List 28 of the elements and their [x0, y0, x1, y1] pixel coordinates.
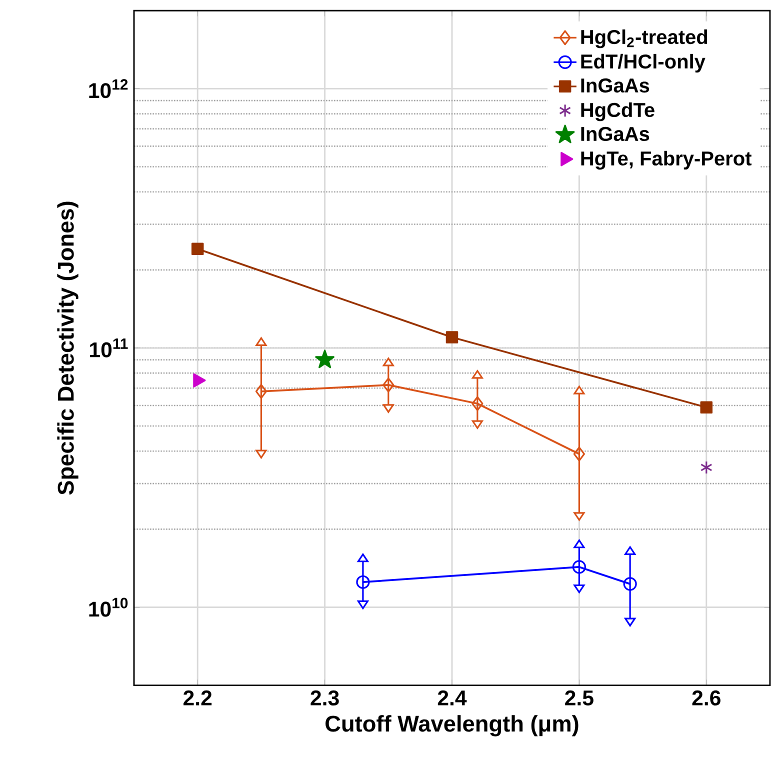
legend-label: InGaAs — [581, 126, 650, 142]
point — [356, 575, 370, 589]
point — [191, 242, 204, 256]
point — [700, 460, 712, 474]
x-tick-label: 2.6 — [692, 690, 720, 706]
legend-label: InGaAs — [581, 78, 650, 93]
point — [255, 384, 267, 399]
point — [446, 331, 458, 344]
legend-label: HgCdTe — [581, 102, 654, 122]
x-tick-label: 2.3 — [310, 690, 339, 706]
y-tick-label: 10$^{11}$ — [90, 338, 128, 358]
point — [700, 401, 713, 414]
point — [572, 560, 586, 574]
y-axis-title: Specific Detectivity (Jones) — [57, 202, 78, 495]
point — [573, 446, 585, 462]
point — [472, 396, 484, 412]
y-tick-label: 10$^{10}$ — [89, 598, 128, 617]
legend-label: HgCl$_{2}$-treated — [581, 29, 708, 48]
x-axis-title: Cutoff Wavelength (μm) — [326, 715, 578, 736]
x-tick-label: 2.2 — [184, 690, 212, 706]
y-tick-label: 10$^{12}$ — [89, 79, 128, 98]
point — [382, 377, 394, 392]
point — [315, 350, 334, 368]
legend-label: HgTe, Fabry-Perot — [581, 150, 752, 170]
legend-label: EdT/HCl-only — [581, 54, 706, 73]
x-tick-label: 2.4 — [438, 690, 467, 706]
x-tick-label: 2.5 — [565, 690, 594, 706]
point — [623, 577, 637, 591]
